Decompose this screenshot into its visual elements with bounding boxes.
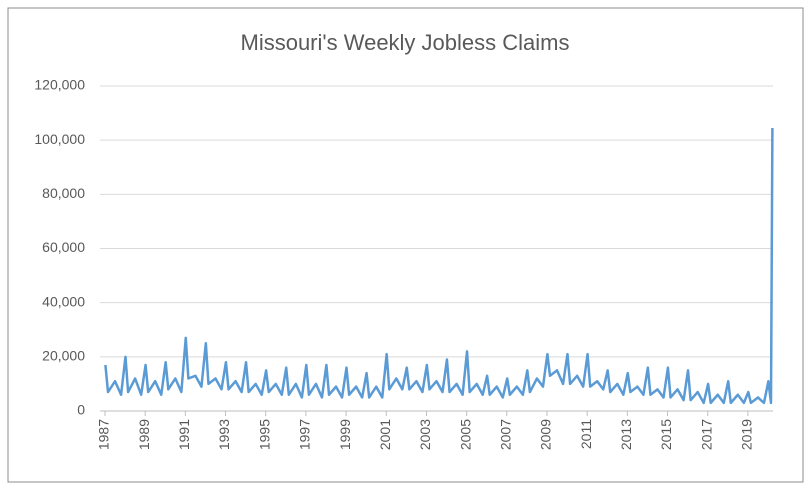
x-tick-label: 2005 (457, 419, 473, 450)
x-tick-label: 2015 (658, 419, 674, 450)
x-tick-label: 1991 (176, 419, 192, 450)
x-tick-label: 2001 (377, 419, 393, 450)
y-tick-label: 100,000 (34, 131, 85, 147)
x-tick-label: 1999 (337, 419, 353, 450)
y-tick-label: 0 (77, 402, 85, 418)
x-tick-label: 1987 (96, 419, 112, 450)
chart-title: Missouri's Weekly Jobless Claims (241, 30, 570, 55)
y-tick-label: 60,000 (42, 239, 85, 255)
x-tick-label: 2007 (498, 419, 514, 450)
y-tick-label: 40,000 (42, 293, 85, 309)
y-tick-label: 20,000 (42, 348, 85, 364)
x-tick-label: 1989 (136, 419, 152, 450)
chart-border (7, 7, 804, 483)
y-tick-label: 80,000 (42, 185, 85, 201)
x-tick-label: 2019 (739, 419, 755, 450)
series-line (104, 127, 774, 405)
x-tick-label: 1993 (216, 419, 232, 450)
x-tick-label: 1995 (256, 419, 272, 450)
y-tick-label: 120,000 (34, 77, 85, 93)
x-tick-label: 2009 (538, 419, 554, 450)
x-tick-label: 2011 (578, 419, 594, 449)
x-tick-label: 2003 (417, 419, 433, 450)
x-tick-label: 1997 (297, 419, 313, 450)
x-tick-label: 2013 (618, 419, 634, 450)
x-tick-label: 2017 (698, 419, 714, 450)
